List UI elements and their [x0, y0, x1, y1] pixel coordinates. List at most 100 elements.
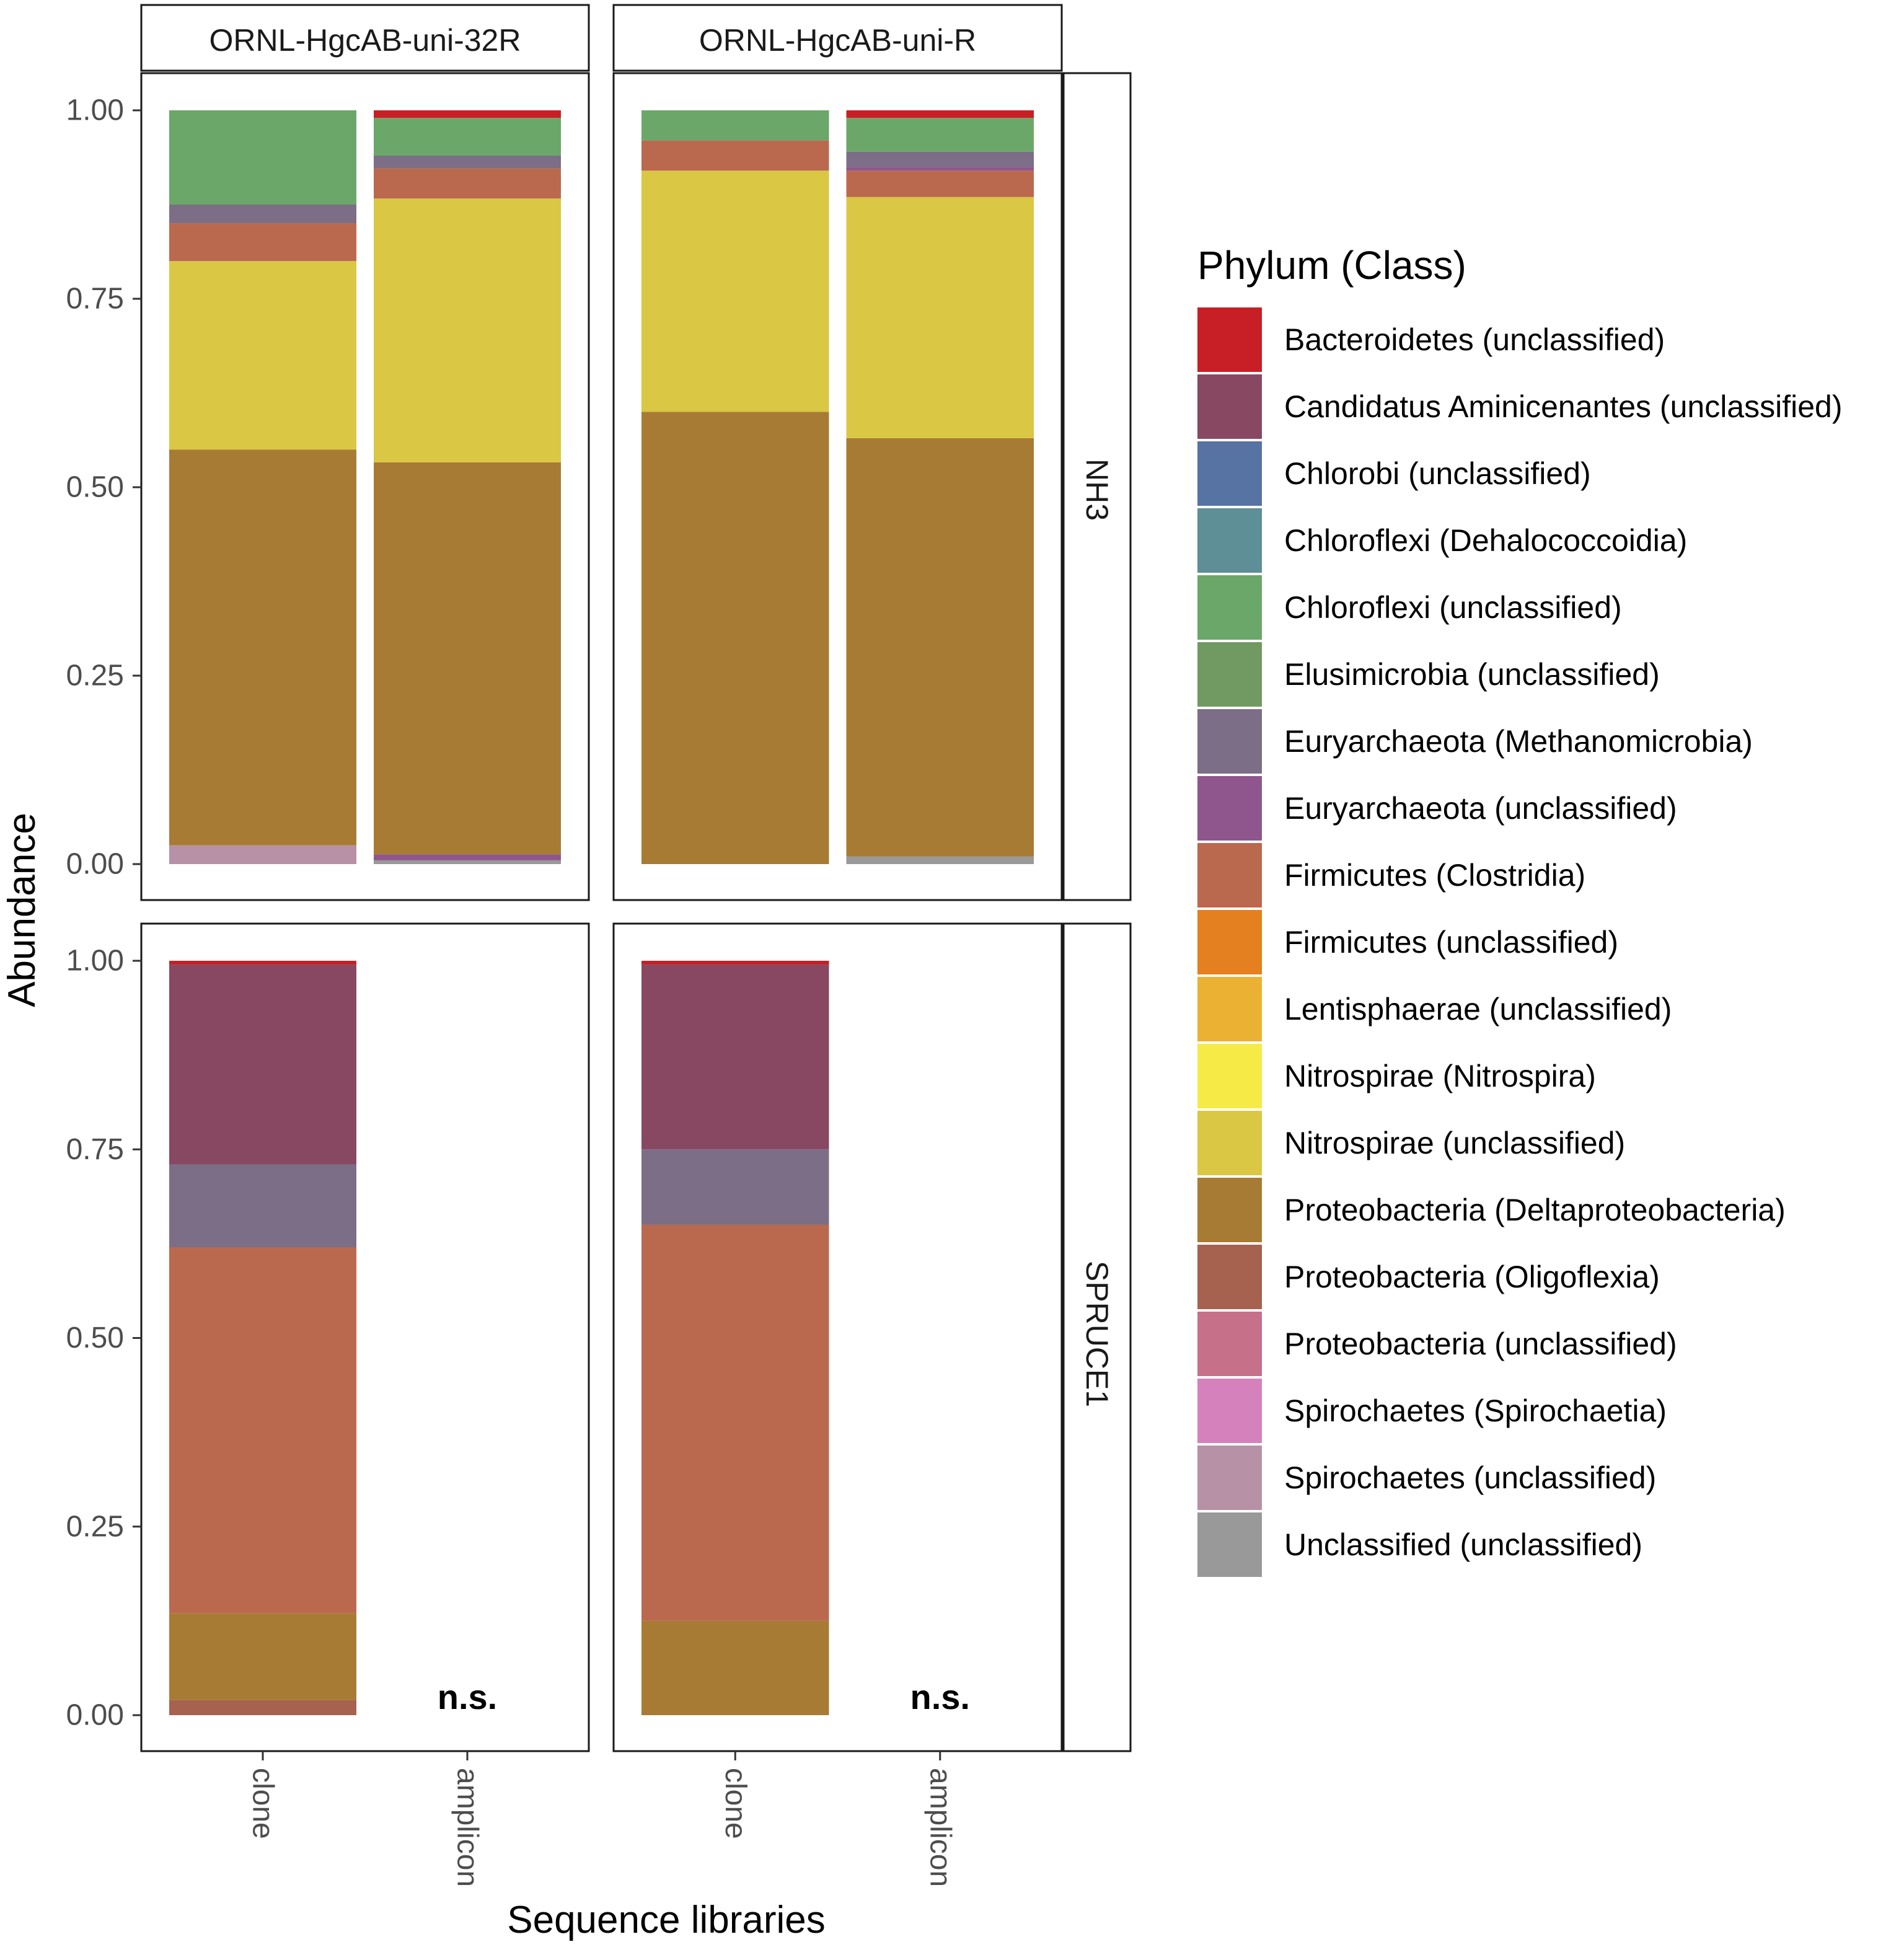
y-tick-label-spruce1-1-00: 1.00: [66, 945, 124, 978]
bar-spruce1-ornl-hgcab-uni-32r-clone-segment-euryarchaeota-methanomicrobia: [169, 1164, 356, 1248]
strip-label-nh3: NH3: [1080, 459, 1114, 521]
bar-spruce1-ornl-hgcab-uni-r-clone-segment-candidatus-aminicenantes-unclassified: [641, 965, 829, 1150]
bar-nh3-ornl-hgcab-uni-32r-clone-segment-nitrospirae-unclassified: [169, 261, 356, 450]
legend-key-chloroflexi-dehalococcoidia: [1197, 508, 1262, 573]
axes: 0.00 0.25 0.50 0.75 1.00 0.00 0.25 0.50 0.75 1.00…: [1, 94, 956, 1942]
panel-border-spruce1-ornl-hgcab-uni-r: [612, 922, 1063, 1752]
legend-key-chlorobi-unclassified: [1197, 441, 1262, 506]
legend-label-spirochaetes-unclassified: Spirochaetes (unclassified): [1284, 1460, 1656, 1495]
legend-key-unclassified-unclassified: [1197, 1512, 1262, 1577]
x-tick-label-ornl-hgcab-uni-32r-clone: clone: [247, 1768, 280, 1839]
legend-key-nitrospirae-nitrospira: [1197, 1044, 1262, 1108]
legend-label-nitrospirae-unclassified: Nitrospirae (unclassified): [1284, 1126, 1625, 1160]
x-tick-label-ornl-hgcab-uni-r-amplicon: amplicon: [923, 1768, 956, 1887]
bar-spruce1-ornl-hgcab-uni-r-clone-segment-bacteroidetes-unclassified: [641, 961, 829, 965]
legend-label-bacteroidetes-unclassified: Bacteroidetes (unclassified): [1284, 322, 1665, 357]
bar-nh3-ornl-hgcab-uni-32r-clone-segment-euryarchaeota-methanomicrobia: [169, 205, 356, 224]
bar-nh3-ornl-hgcab-uni-r-clone-segment-chloroflexi-unclassified: [641, 110, 829, 141]
bar-spruce1-ornl-hgcab-uni-r-clone-segment-proteobacteria-deltaproteobacteria: [641, 1620, 829, 1715]
legend-label-firmicutes-unclassified: Firmicutes (unclassified): [1284, 925, 1618, 960]
bar-nh3-ornl-hgcab-uni-r-clone-segment-nitrospirae-unclassified: [641, 170, 829, 412]
legend-key-spirochaetes-unclassified: [1197, 1446, 1262, 1510]
bar-spruce1-ornl-hgcab-uni-32r-clone-segment-candidatus-aminicenantes-unclassified: [169, 965, 356, 1165]
bar-nh3-ornl-hgcab-uni-r-amplicon-segment-nitrospirae-unclassified: [846, 196, 1034, 438]
strip-box-ornl-hgcab-uni-32r: [140, 4, 590, 72]
x-tick-label-ornl-hgcab-uni-32r-amplicon: amplicon: [451, 1768, 484, 1887]
bar-nh3-ornl-hgcab-uni-r-amplicon-segment-bacteroidetes-unclassified: [846, 110, 1034, 118]
y-tick-label-nh3-0-75: 0.75: [66, 283, 124, 316]
panel-border-nh3-ornl-hgcab-uni-r: [612, 72, 1063, 901]
y-tick-label-spruce1-0-00: 0.00: [66, 1699, 124, 1732]
bars: n.s. n.s.: [169, 110, 1034, 1716]
y-tick-label-nh3-0-50: 0.50: [66, 471, 124, 504]
strip-box-spruce1: [1062, 922, 1132, 1752]
legend-key-firmicutes-unclassified: [1197, 910, 1262, 974]
y-tick-label-nh3-0-00: 0.00: [66, 848, 124, 881]
legend-label-candidatus-aminicenantes-unclassified: Candidatus Aminicenantes (unclassified): [1284, 389, 1843, 424]
bar-spruce1-ornl-hgcab-uni-32r-clone-segment-proteobacteria-deltaproteobacteria: [169, 1613, 356, 1700]
bar-nh3-ornl-hgcab-uni-r-amplicon-segment-euryarchaeota-unclassified: [846, 167, 1034, 171]
bar-spruce1-ornl-hgcab-uni-32r-clone-segment-bacteroidetes-unclassified: [169, 961, 356, 965]
legend-key-lentisphaerae-unclassified: [1197, 977, 1262, 1041]
legend-label-proteobacteria-deltaproteobacteria: Proteobacteria (Deltaproteobacteria): [1284, 1193, 1786, 1227]
bar-nh3-ornl-hgcab-uni-32r-clone-segment-proteobacteria-deltaproteobacteria: [169, 449, 356, 845]
x-axis-title: Sequence libraries: [507, 1899, 826, 1941]
legend: Phylum (Class) Bacteroidetes (unclassifie…: [1197, 243, 1843, 1577]
legend-label-chloroflexi-dehalococcoidia: Chloroflexi (Dehalococcoidia): [1284, 523, 1687, 558]
legend-key-proteobacteria-oligoflexia: [1197, 1245, 1262, 1309]
legend-key-proteobacteria-deltaproteobacteria: [1197, 1178, 1262, 1242]
legend-key-candidatus-aminicenantes-unclassified: [1197, 374, 1262, 439]
bar-nh3-ornl-hgcab-uni-32r-clone-segment-chloroflexi-unclassified: [169, 110, 356, 205]
legend-label-spirochaetes-spirochaetia: Spirochaetes (Spirochaetia): [1284, 1393, 1667, 1428]
y-tick-label-spruce1-0-50: 0.50: [66, 1322, 124, 1354]
bar-nh3-ornl-hgcab-uni-r-amplicon-segment-unclassified-unclassified: [846, 856, 1034, 864]
legend-label-firmicutes-clostridia: Firmicutes (Clostridia): [1284, 858, 1585, 893]
y-tick-label-nh3-1-00: 1.00: [66, 94, 124, 127]
bar-nh3-ornl-hgcab-uni-32r-amplicon-segment-firmicutes-clostridia: [374, 168, 561, 199]
bar-spruce1-ornl-hgcab-uni-r-clone-segment-euryarchaeota-methanomicrobia: [641, 1149, 829, 1225]
bar-spruce1-ornl-hgcab-uni-r-amplicon-ns-label: n.s.: [910, 1677, 970, 1716]
legend-key-euryarchaeota-unclassified: [1197, 776, 1262, 841]
bar-spruce1-ornl-hgcab-uni-32r-amplicon-ns-label: n.s.: [438, 1677, 497, 1716]
strip-label-ornl-hgcab-uni-r: ORNL-HgcAB-uni-R: [699, 23, 976, 58]
x-tick-label-ornl-hgcab-uni-r-clone: clone: [719, 1768, 752, 1839]
bar-spruce1-ornl-hgcab-uni-r-clone-segment-firmicutes-clostridia: [641, 1224, 829, 1621]
legend-key-nitrospirae-unclassified: [1197, 1111, 1262, 1175]
bar-nh3-ornl-hgcab-uni-32r-clone-segment-spirochaetes-unclassified: [169, 845, 356, 864]
legend-key-elusimicrobia-unclassified: [1197, 642, 1262, 707]
legend-label-proteobacteria-oligoflexia: Proteobacteria (Oligoflexia): [1284, 1260, 1660, 1294]
legend-label-elusimicrobia-unclassified: Elusimicrobia (unclassified): [1284, 657, 1660, 692]
legend-key-proteobacteria-unclassified: [1197, 1312, 1262, 1376]
bar-spruce1-ornl-hgcab-uni-32r-clone-segment-proteobacteria-oligoflexia: [169, 1700, 356, 1715]
bar-nh3-ornl-hgcab-uni-32r-amplicon-segment-bacteroidetes-unclassified: [374, 110, 561, 118]
legend-title: Phylum (Class): [1197, 243, 1466, 288]
y-axis-title: Abundance: [1, 813, 43, 1007]
bar-nh3-ornl-hgcab-uni-32r-amplicon-segment-proteobacteria-deltaproteobacteria: [374, 462, 561, 855]
legend-label-proteobacteria-unclassified: Proteobacteria (unclassified): [1284, 1327, 1677, 1361]
bar-nh3-ornl-hgcab-uni-32r-amplicon-segment-nitrospirae-unclassified: [374, 198, 561, 462]
facet-strips: ORNL-HgcAB-uni-32R ORNL-HgcAB-uni-R NH3 SPR…: [140, 4, 1132, 1752]
legend-label-unclassified-unclassified: Unclassified (unclassified): [1284, 1527, 1642, 1562]
bar-nh3-ornl-hgcab-uni-32r-clone-segment-firmicutes-clostridia: [169, 223, 356, 262]
legend-key-bacteroidetes-unclassified: [1197, 307, 1262, 372]
legend-label-lentisphaerae-unclassified: Lentisphaerae (unclassified): [1284, 992, 1672, 1026]
bar-nh3-ornl-hgcab-uni-r-amplicon-segment-euryarchaeota-methanomicrobia: [846, 151, 1034, 167]
legend-label-euryarchaeota-methanomicrobia: Euryarchaeota (Methanomicrobia): [1284, 724, 1753, 759]
legend-key-chloroflexi-unclassified: [1197, 575, 1262, 640]
strip-label-spruce1: SPRUCE1: [1080, 1261, 1114, 1407]
bar-spruce1-ornl-hgcab-uni-32r-clone-segment-firmicutes-clostridia: [169, 1247, 356, 1614]
bar-nh3-ornl-hgcab-uni-r-amplicon-segment-firmicutes-clostridia: [846, 170, 1034, 197]
bar-nh3-ornl-hgcab-uni-r-clone-segment-proteobacteria-deltaproteobacteria: [641, 412, 829, 864]
y-tick-label-nh3-0-25: 0.25: [66, 660, 124, 692]
legend-label-chlorobi-unclassified: Chlorobi (unclassified): [1284, 456, 1591, 491]
y-tick-label-spruce1-0-25: 0.25: [66, 1510, 124, 1543]
strip-box-ornl-hgcab-uni-r: [612, 4, 1063, 72]
y-tick-label-spruce1-0-75: 0.75: [66, 1133, 124, 1166]
strip-box-nh3: [1062, 72, 1132, 901]
legend-key-euryarchaeota-methanomicrobia: [1197, 709, 1262, 774]
bar-nh3-ornl-hgcab-uni-r-amplicon-segment-chloroflexi-unclassified: [846, 118, 1034, 152]
bar-nh3-ornl-hgcab-uni-32r-amplicon-segment-unclassified-unclassified: [374, 860, 561, 864]
legend-label-euryarchaeota-unclassified: Euryarchaeota (unclassified): [1284, 791, 1677, 826]
bar-nh3-ornl-hgcab-uni-32r-amplicon-segment-euryarchaeota-unclassified: [374, 854, 561, 860]
